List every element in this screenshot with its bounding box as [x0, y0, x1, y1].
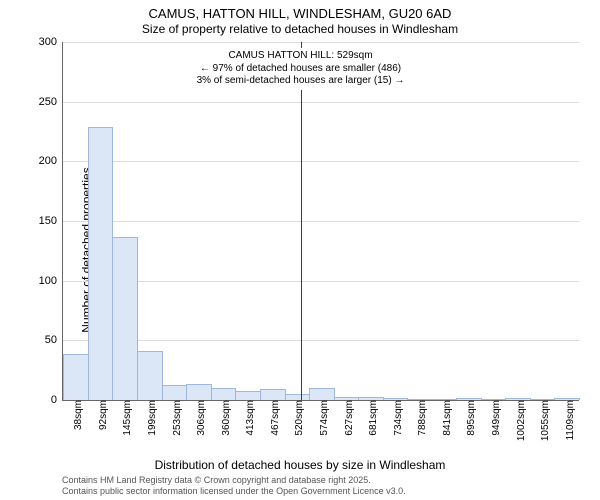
chart-title: CAMUS, HATTON HILL, WINDLESHAM, GU20 6AD: [0, 6, 600, 21]
footer-line1: Contains HM Land Registry data © Crown c…: [62, 475, 406, 486]
x-tick-label: 306sqm: [196, 400, 207, 436]
x-tick-label: 467sqm: [270, 400, 281, 436]
annotation-line3: 3% of semi-detached houses are larger (1…: [197, 75, 405, 88]
y-tick-label: 250: [39, 96, 57, 108]
x-tick-label: 413sqm: [245, 400, 256, 436]
gridline: [63, 340, 579, 341]
x-tick-label: 520sqm: [294, 400, 305, 436]
x-tick-label: 734sqm: [393, 400, 404, 436]
x-tick-label: 38sqm: [73, 400, 84, 430]
gridline: [63, 42, 579, 43]
x-tick-label: 841sqm: [442, 400, 453, 436]
x-tick-label: 949sqm: [491, 400, 502, 436]
chart-subtitle: Size of property relative to detached ho…: [0, 22, 600, 36]
annotation-line2: ← 97% of detached houses are smaller (48…: [197, 63, 405, 76]
x-tick-label: 574sqm: [319, 400, 330, 436]
x-tick-label: 1055sqm: [540, 400, 551, 441]
x-tick-label: 92sqm: [98, 400, 109, 430]
histogram-bar: [186, 384, 212, 401]
y-tick-label: 50: [45, 334, 57, 346]
histogram-bar: [112, 237, 138, 400]
x-tick-label: 788sqm: [417, 400, 428, 436]
x-tick-label: 627sqm: [344, 400, 355, 436]
y-tick-label: 300: [39, 36, 57, 48]
footer-attribution: Contains HM Land Registry data © Crown c…: [62, 475, 406, 497]
gridline: [63, 161, 579, 162]
annotation-line1: CAMUS HATTON HILL: 529sqm: [197, 50, 405, 63]
x-tick-label: 895sqm: [466, 400, 477, 436]
annotation-box: CAMUS HATTON HILL: 529sqm← 97% of detach…: [195, 48, 407, 90]
gridline: [63, 221, 579, 222]
x-axis-label: Distribution of detached houses by size …: [0, 458, 600, 472]
x-tick-label: 199sqm: [147, 400, 158, 436]
y-tick-label: 0: [51, 394, 57, 406]
histogram-bar: [63, 354, 89, 400]
reference-line: [301, 42, 302, 400]
histogram-bar: [162, 385, 187, 400]
histogram-bar: [309, 388, 335, 400]
gridline: [63, 102, 579, 103]
histogram-bar: [211, 388, 237, 400]
footer-line2: Contains public sector information licen…: [62, 486, 406, 497]
x-tick-label: 360sqm: [221, 400, 232, 436]
y-tick-label: 150: [39, 215, 57, 227]
histogram-bar: [260, 389, 286, 400]
y-tick-label: 100: [39, 275, 57, 287]
y-tick-label: 200: [39, 155, 57, 167]
x-tick-label: 253sqm: [172, 400, 183, 436]
chart-container: CAMUS, HATTON HILL, WINDLESHAM, GU20 6AD…: [0, 0, 600, 500]
x-tick-label: 1002sqm: [516, 400, 527, 441]
histogram-bar: [88, 127, 113, 400]
histogram-bar: [137, 351, 163, 400]
x-tick-label: 145sqm: [122, 400, 133, 436]
histogram-bar: [235, 391, 260, 400]
x-tick-label: 681sqm: [368, 400, 379, 436]
plot-area: 05010015020025030038sqm92sqm145sqm199sqm…: [62, 42, 579, 401]
x-tick-label: 1109sqm: [565, 400, 576, 440]
gridline: [63, 281, 579, 282]
